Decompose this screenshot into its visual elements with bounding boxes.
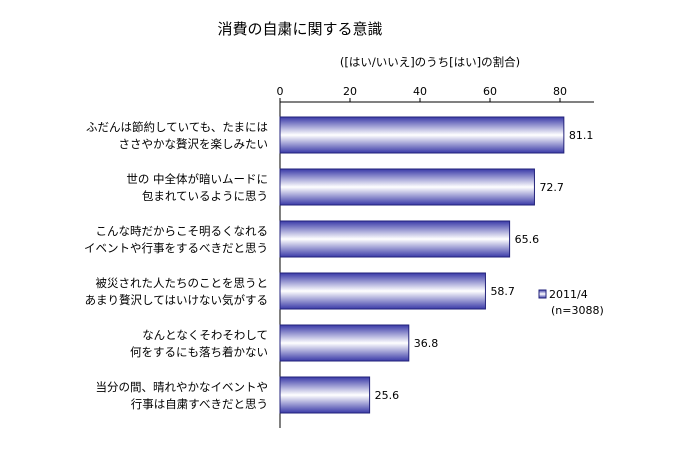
bar-value-label: 25.6 <box>375 389 400 402</box>
category-label-line1: こんな時だからこそ明るくなれる <box>96 224 269 238</box>
category-label-line1: なんとなくそわそわして <box>142 328 268 342</box>
x-tick-label: 80 <box>553 85 567 98</box>
bars: 81.1 72.7 65.6 58.7 36.8 25.6 <box>279 116 594 414</box>
x-tick-label: 40 <box>413 85 427 98</box>
x-tick-label: 60 <box>483 85 497 98</box>
category-label-line1: 当分の間、晴れやかなイベントや <box>96 380 269 394</box>
bar-value-label: 36.8 <box>414 337 439 350</box>
category-label-line2: あまり贅沢してはいけない気がする <box>85 293 268 307</box>
chart-title: 消費の自粛に関する意識 <box>217 20 382 38</box>
bar <box>279 272 486 310</box>
legend: 2011/4 (n=3088) <box>538 288 604 317</box>
category-label-line1: 被災された人たちのことを思うと <box>96 276 269 290</box>
bar <box>279 376 371 414</box>
category-label-line1: ふだんは節約していても、たまには <box>86 120 268 134</box>
bar-value-label: 65.6 <box>515 233 540 246</box>
category-label-line2: 包まれているように思う <box>142 189 268 203</box>
chart-subtitle: ([はい/いいえ]のうち[はい]の割合) <box>340 55 520 69</box>
x-tick-label: 0 <box>277 85 284 98</box>
x-tick-label: 20 <box>343 85 357 98</box>
bar <box>279 220 511 258</box>
category-label-line2: 行事は自粛すべきだと思う <box>131 397 268 411</box>
legend-swatch <box>538 289 547 299</box>
bar-value-label: 72.7 <box>539 181 564 194</box>
category-label-line1: 世の 中全体が暗いムードに <box>126 172 268 186</box>
category-label-line2: 何をするにも落ち着かない <box>130 345 268 359</box>
bar <box>279 116 565 154</box>
category-label-line2: ささやかな贅沢を楽しみたい <box>119 137 269 151</box>
category-label-line2: イベントや行事をするべきだと思う <box>84 241 268 255</box>
x-axis: 0 20 40 60 80 <box>277 85 594 428</box>
legend-series-name: 2011/4 <box>549 288 588 301</box>
legend-series-note: (n=3088) <box>551 304 604 317</box>
bar <box>279 168 535 206</box>
bar <box>279 324 410 362</box>
bar-value-label: 81.1 <box>569 129 594 142</box>
bar-value-label: 58.7 <box>490 285 515 298</box>
